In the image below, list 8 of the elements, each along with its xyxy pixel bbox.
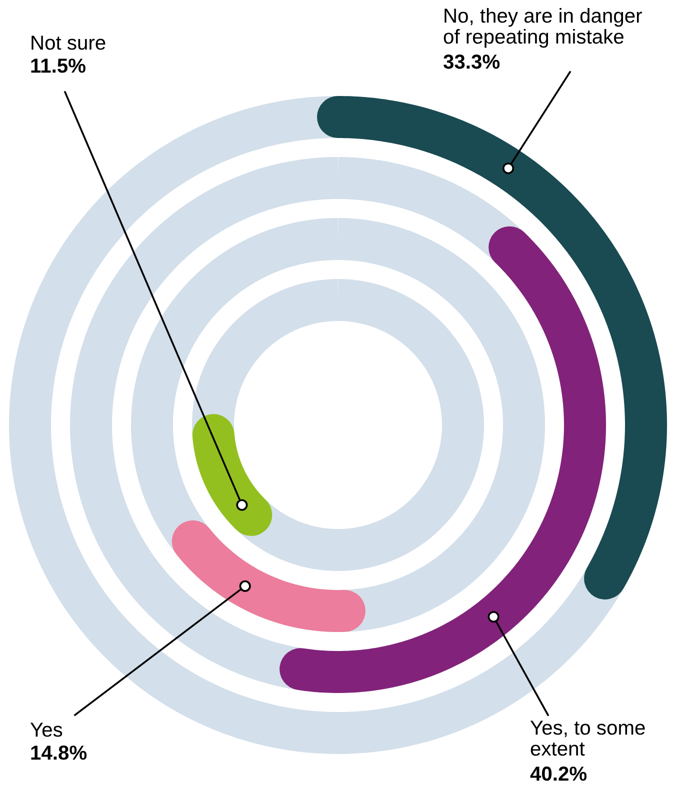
data-label: 14.8% (31, 746, 87, 760)
category-label: Yes, to some extent (530, 720, 645, 756)
data-label: 11.5% (31, 58, 86, 73)
category-label: No, they are in danger of repeating mistake (444, 8, 642, 48)
category-label: Not sure (32, 36, 106, 50)
category-label: Yes (30, 722, 62, 737)
data-label: 33.3% (443, 54, 500, 69)
data-label: 40.2% (530, 766, 587, 781)
